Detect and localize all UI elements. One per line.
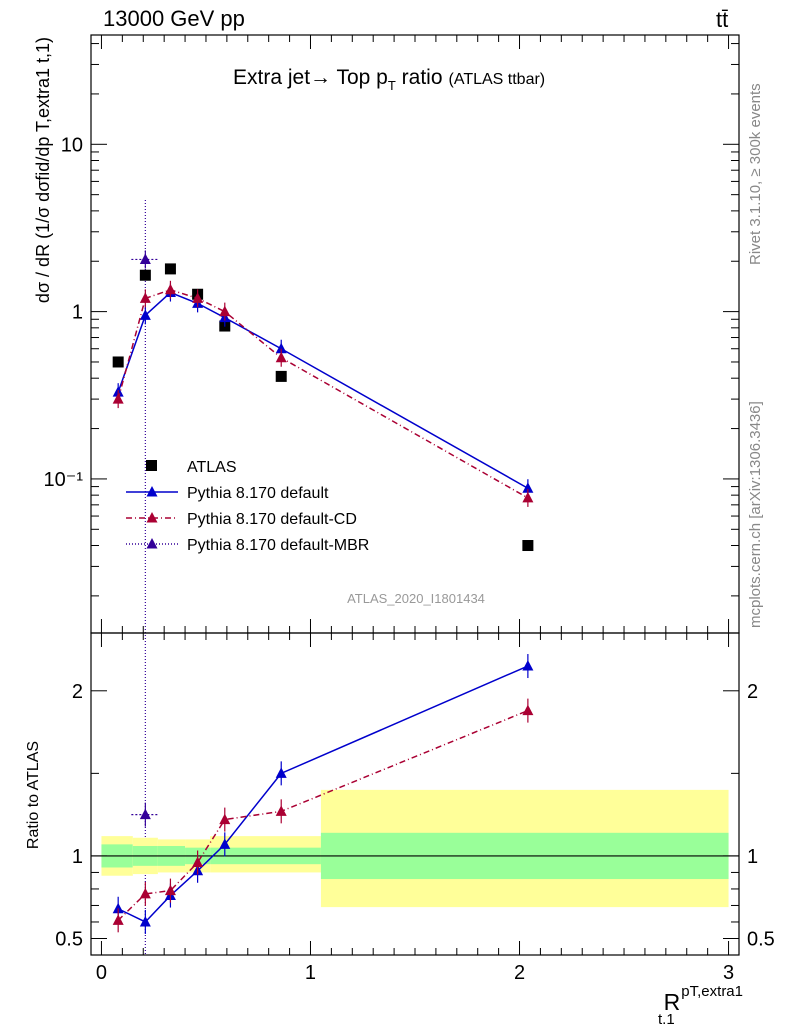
main-y-axis-label: dσ / dR (1/σ dσfid/dp T,extra1 t,1)	[33, 37, 53, 303]
ratio-y-tick-label: 0.5	[55, 928, 83, 950]
atlas-data-point	[164, 263, 176, 275]
ratio-series-marker	[522, 660, 534, 671]
analysis-id: ATLAS_2020_I1801434	[347, 591, 485, 606]
ratio-series-marker	[192, 856, 204, 868]
series-marker-dashdot	[522, 491, 534, 503]
series-marker-dashdot	[112, 393, 124, 404]
x-tick-label: 0	[96, 962, 107, 984]
legend-entry-label: Pythia 8.170 default-CD	[187, 511, 357, 528]
ratio-series-marker	[112, 902, 124, 914]
ratio-y-tick-label: 1	[72, 846, 83, 868]
ratio-series-marker	[139, 887, 151, 899]
ratio-y-tick-label-right: 0.5	[747, 928, 775, 950]
mcplots-source-label: mcplots.cern.ch [arXiv:1306.3436]	[747, 401, 764, 628]
ratio-plot-area	[91, 654, 739, 934]
series-marker-dashdot	[219, 305, 231, 317]
main-axes: 10⁻¹ 1 10	[44, 35, 739, 633]
main-panel: 10⁻¹ 1 10 Extra jet→ Top pT ratio (ATLAS tt…	[44, 34, 740, 955]
legend-marker	[146, 538, 158, 549]
ratio-panel: 0 1 2 3 0.5 0.5 1 1 2 2	[55, 632, 775, 984]
process-label: tt̄	[716, 7, 728, 32]
atlas-data-point	[522, 540, 534, 552]
legend-entry-label: ATLAS	[187, 459, 237, 476]
legend: ATLAS Pythia 8.170 default Pythia 8.170 de…	[126, 459, 369, 554]
series-marker-dashdot	[192, 292, 204, 303]
ratio-series-marker	[139, 808, 151, 820]
chart-header: 13000 GeV pp tt̄	[103, 6, 728, 32]
collision-energy-label: 13000 GeV pp	[103, 6, 245, 31]
ratio-y-tick-label-right: 1	[747, 846, 758, 868]
ratio-series-marker	[219, 813, 231, 825]
rivet-version-label: Rivet 3.1.10, ≥ 300k events	[747, 83, 764, 265]
atlas-data-point	[275, 370, 287, 382]
series-marker-dotted	[139, 253, 151, 264]
ratio-y-axis-label: Ratio to ATLAS	[25, 741, 42, 849]
main-plot-area	[112, 200, 534, 955]
series-line-solid	[117, 291, 529, 489]
x-axis-label: RpT,extra1 t,1	[658, 983, 743, 1024]
plot-title: Extra jet→ Top pT ratio (ATLAS ttbar)	[233, 66, 545, 93]
ratio-series-marker	[522, 704, 534, 716]
main-y-tick-label: 1	[72, 302, 83, 324]
ratio-series-marker	[139, 915, 151, 927]
ratio-axes: 0 1 2 3 0.5 0.5 1 1 2 2	[55, 633, 775, 984]
x-tick-label: 3	[723, 962, 734, 984]
ratio-series-marker	[112, 914, 124, 925]
series-line-dashdot	[117, 289, 529, 499]
ratio-series-marker	[164, 884, 176, 896]
atlas-data-point	[139, 269, 151, 281]
legend-atlas-marker	[146, 460, 157, 471]
legend-marker	[146, 512, 158, 523]
atlas-data-point	[112, 356, 124, 368]
legend-entry-label: Pythia 8.170 default	[187, 485, 329, 502]
ratio-series-marker	[275, 767, 287, 778]
ratio-series-marker	[275, 805, 287, 816]
ratio-y-tick-label-right: 2	[747, 681, 758, 703]
legend-marker	[146, 486, 158, 497]
series-marker-solid	[522, 482, 534, 493]
series-marker-solid	[139, 309, 151, 320]
series-marker-dashdot	[164, 283, 176, 295]
series-marker-dashdot	[275, 351, 287, 363]
series-marker-solid	[275, 342, 287, 354]
main-y-tick-label: 10⁻¹	[44, 469, 84, 491]
legend-entry-label: Pythia 8.170 default-MBR	[187, 537, 369, 554]
ratio-series-marker	[219, 838, 231, 849]
x-tick-label: 2	[514, 962, 525, 984]
series-marker-dashdot	[139, 292, 151, 303]
x-tick-label: 1	[305, 962, 316, 984]
ratio-y-tick-label: 2	[72, 681, 83, 703]
main-y-tick-label: 10	[61, 134, 83, 156]
